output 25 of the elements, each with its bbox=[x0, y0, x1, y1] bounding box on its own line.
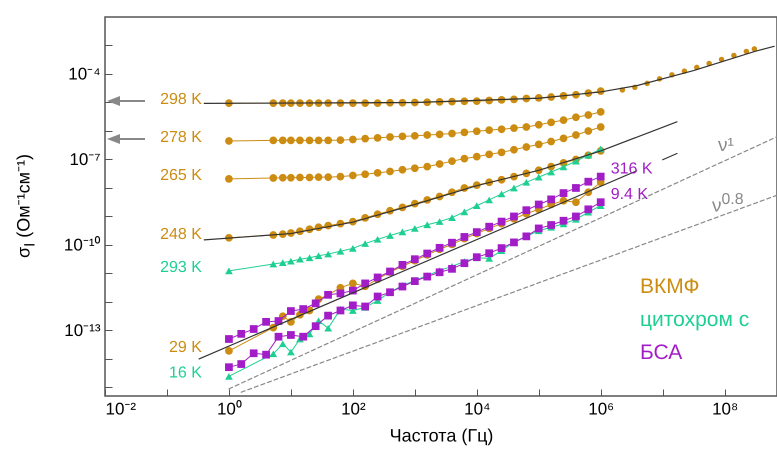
x-tick-label: 10² bbox=[341, 400, 366, 418]
series-label: 265 K bbox=[160, 166, 202, 184]
x-tick-label: 10⁶ bbox=[588, 400, 614, 418]
x-tick-label: 10⁴ bbox=[464, 400, 490, 418]
x-tick-label: 10⁻² bbox=[106, 400, 136, 418]
x-axis-title: Частота (Гц) bbox=[390, 426, 494, 446]
annotation: ν¹ bbox=[718, 135, 734, 156]
x-tick-label: 10⁸ bbox=[712, 400, 738, 418]
y-tick-label: 10⁻¹³ bbox=[64, 320, 101, 340]
annotation: БСА bbox=[640, 341, 682, 364]
series-label: 29 K bbox=[169, 338, 202, 356]
y-tick-label: 10⁻⁷ bbox=[69, 150, 100, 169]
annotation: цитохром с bbox=[640, 308, 750, 331]
series-label: 278 K bbox=[160, 128, 202, 146]
series-label: 298 K bbox=[160, 91, 202, 108]
y-tick-label: 10⁻⁴ bbox=[68, 64, 100, 84]
series-label: 16 K bbox=[169, 364, 202, 382]
annotation: ν$^{0.8}$ bbox=[712, 191, 744, 216]
series-label: 316 K bbox=[610, 160, 653, 178]
series-label: 293 K bbox=[160, 258, 202, 276]
annotation: ВКМФ bbox=[640, 275, 700, 298]
y-tick-label: 10⁻¹⁰ bbox=[64, 235, 100, 254]
series-label: 9.4 K bbox=[610, 186, 648, 204]
x-tick-label: 10⁰ bbox=[216, 400, 242, 418]
series-label: 248 K bbox=[160, 226, 202, 243]
